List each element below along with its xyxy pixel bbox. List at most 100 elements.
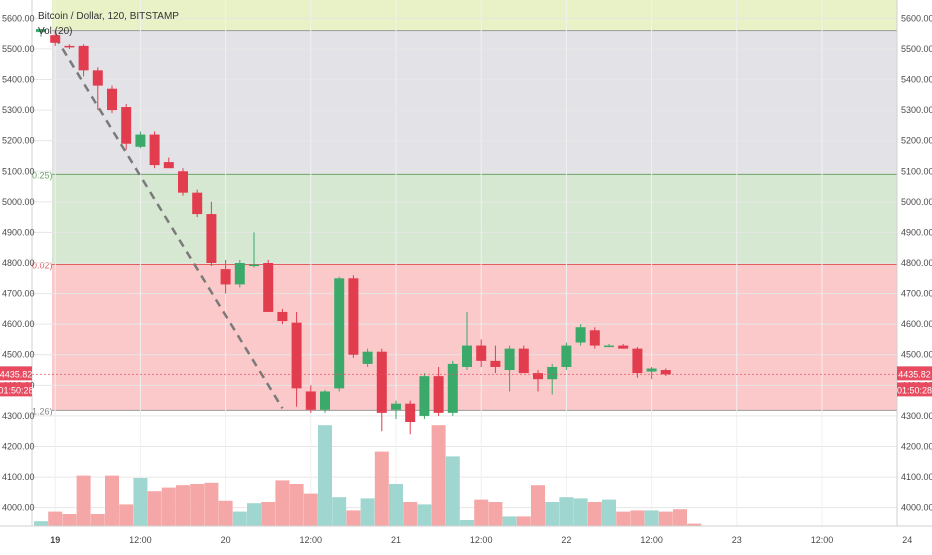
volume-bar xyxy=(90,514,105,526)
candle-body xyxy=(149,134,160,166)
y-tick-label-right: 4200.00 xyxy=(901,441,932,451)
volume-bar xyxy=(488,502,503,526)
volume-bar xyxy=(374,451,389,526)
price-marker-value: 4435.82 xyxy=(0,369,32,379)
candle-body xyxy=(334,278,345,389)
volume-bar xyxy=(602,499,616,526)
volume-bar xyxy=(417,504,432,526)
y-tick-label-right: 4800.00 xyxy=(901,258,932,268)
candle-body xyxy=(291,322,302,389)
candle-body xyxy=(36,29,46,33)
candle-body xyxy=(362,351,373,364)
y-tick-label-right: 5500.00 xyxy=(901,44,932,54)
y-tick-label-left: 5100.00 xyxy=(2,166,35,176)
candle-body xyxy=(135,134,146,147)
zone-label: 0.25) xyxy=(32,170,53,180)
volume-bar xyxy=(587,502,602,526)
candle-body xyxy=(320,391,330,410)
y-tick-label-right: 4900.00 xyxy=(901,227,932,237)
zone-band xyxy=(52,30,897,175)
volume-bar xyxy=(346,510,361,526)
volume-bar xyxy=(673,509,687,526)
y-tick-label-right: 5100.00 xyxy=(901,166,932,176)
zones-layer: 0.25) 0.02) 1.26) xyxy=(32,0,897,416)
candle-body xyxy=(533,373,543,380)
y-tick-label-right: 5200.00 xyxy=(901,136,932,146)
candle-body xyxy=(660,370,671,375)
y-tick-label-left: 5000.00 xyxy=(2,197,35,207)
x-tick-label: 24 xyxy=(902,535,912,545)
zone-band xyxy=(52,174,897,265)
volume-bar xyxy=(545,502,560,526)
y-tick-label-left: 4100.00 xyxy=(2,472,35,482)
y-tick-label-left: 4600.00 xyxy=(2,319,35,329)
y-tick-label-left: 4300.00 xyxy=(2,411,35,421)
x-tick-label: 20 xyxy=(221,535,231,545)
x-tick-label: 19 xyxy=(50,535,60,545)
volume-bar xyxy=(133,478,148,526)
legend: Bitcoin / Dollar, 120, BITSTAMP Vol (20) xyxy=(38,11,179,37)
zone-bottom-label: 1.26) xyxy=(32,406,53,416)
volume-bar xyxy=(559,497,574,526)
volume-bar xyxy=(445,456,460,526)
y-tick-label-right: 5300.00 xyxy=(901,105,932,115)
candle-body xyxy=(547,366,558,380)
volume-bar xyxy=(190,484,205,526)
volume-bar xyxy=(204,482,219,526)
volume-bars xyxy=(34,425,702,526)
volume-bar xyxy=(573,498,588,526)
countdown-value: 01:50:28 xyxy=(897,385,932,395)
left-axis-bg xyxy=(0,0,32,550)
candle-body xyxy=(518,348,529,374)
volume-bar xyxy=(502,516,517,526)
candle-body xyxy=(561,345,572,367)
x-tick-label: 23 xyxy=(732,535,742,545)
right-axis-bg xyxy=(897,0,932,550)
volume-bar xyxy=(332,497,347,526)
candle-body xyxy=(646,368,657,372)
y-tick-label-left: 4700.00 xyxy=(2,289,35,299)
candle-body xyxy=(632,348,643,374)
y-tick-label-left: 5300.00 xyxy=(2,105,35,115)
volume-bar xyxy=(62,514,77,526)
candle-body xyxy=(391,403,401,410)
volume-bar xyxy=(616,511,631,526)
volume-bar xyxy=(119,504,134,526)
countdown-box xyxy=(0,382,32,397)
candle-body xyxy=(305,391,316,410)
candle-body xyxy=(263,263,274,312)
x-tick-label: 12:00 xyxy=(129,535,152,545)
volume-bar xyxy=(247,503,261,526)
volume-bar xyxy=(658,511,673,526)
trend-line[interactable] xyxy=(54,36,284,409)
price-marker-value: 4435.82 xyxy=(898,369,931,379)
candle-body xyxy=(447,363,458,413)
candle-body xyxy=(92,70,103,86)
y-tick-label-right: 5600.00 xyxy=(901,13,932,23)
y-tick-label-left: 5400.00 xyxy=(2,75,35,85)
trend-line-layer[interactable] xyxy=(54,36,284,409)
candle-body xyxy=(107,88,117,111)
volume-bar xyxy=(389,484,403,526)
y-tick-label-left: 4900.00 xyxy=(2,227,35,237)
y-tick-label-right: 5000.00 xyxy=(901,197,932,207)
x-tick-label: 21 xyxy=(391,535,401,545)
x-tick-label: 22 xyxy=(561,535,571,545)
volume-bar xyxy=(318,425,332,526)
volume-bar xyxy=(232,511,247,526)
volume-bar xyxy=(403,502,418,526)
y-tick-label-right: 5400.00 xyxy=(901,75,932,85)
price-marker-box xyxy=(0,366,32,381)
candle-body xyxy=(220,269,231,285)
candle-body xyxy=(121,107,132,144)
x-tick-label: 12:00 xyxy=(811,535,834,545)
y-tick-label-left: 5200.00 xyxy=(2,136,35,146)
candle-body xyxy=(376,351,387,413)
y-tick-label-left: 4500.00 xyxy=(2,350,35,360)
volume-bar xyxy=(176,485,190,526)
volume-bar xyxy=(48,511,63,526)
legend-volume-text: Vol (20) xyxy=(38,26,72,37)
